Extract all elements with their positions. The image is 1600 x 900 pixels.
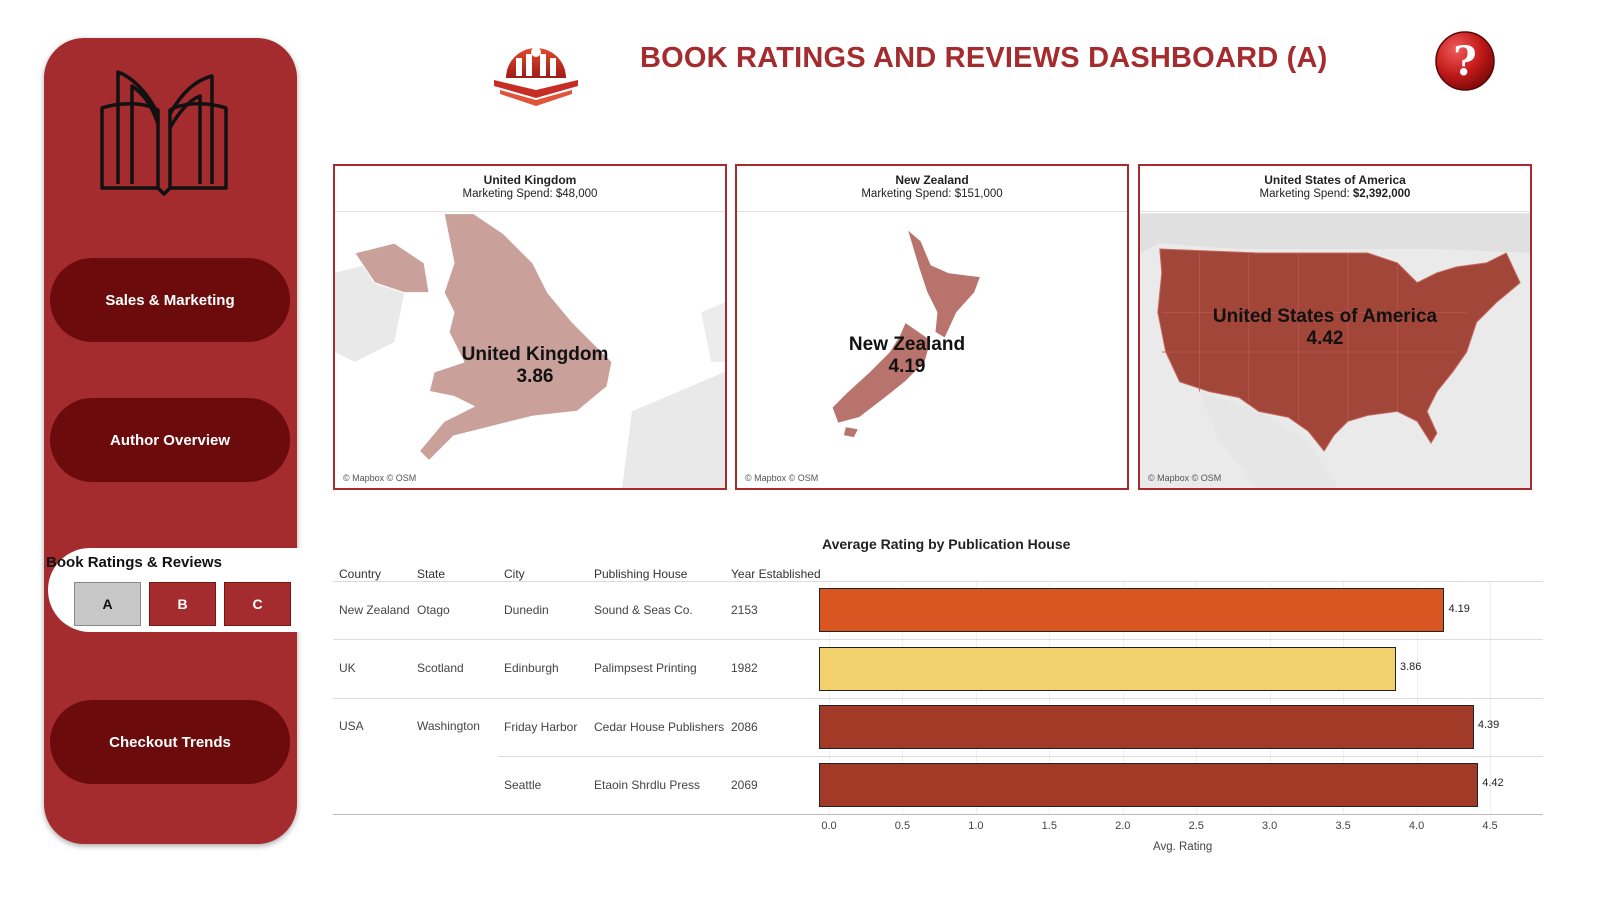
tab-b-button[interactable]: B (149, 582, 216, 626)
map-attribution: © Mapbox © OSM (343, 473, 417, 483)
cell-publishing-house: Palimpsest Printing (594, 661, 697, 675)
bar-value-label: 3.86 (1399, 661, 1422, 673)
x-tick-label: 2.0 (1115, 820, 1131, 832)
x-axis-label: Avg. Rating (1153, 841, 1213, 853)
row-divider (333, 639, 1543, 640)
bar-value-label: 4.19 (1448, 603, 1470, 615)
usa-shape (1157, 248, 1521, 452)
cell-state: Scotland (417, 661, 464, 675)
nz-north-island-shape (906, 227, 982, 339)
map-card-header: New Zealand Marketing Spend: $151,000 (737, 166, 1127, 212)
map-marketing-spend: Marketing Spend: $2,392,000 (1259, 188, 1411, 200)
cell-city: Dunedin (504, 603, 549, 617)
map-marketing-spend: Marketing Spend: $151,000 (861, 188, 1003, 200)
cell-year: 2086 (731, 720, 758, 734)
col-header-state[interactable]: State (417, 567, 446, 581)
x-tick-label: 3.5 (1335, 820, 1351, 832)
page-title: BOOK RATINGS AND REVIEWS DASHBOARD (A) (640, 42, 1328, 74)
bar-value-label: 4.42 (1482, 777, 1504, 789)
nz-map[interactable] (737, 212, 1127, 490)
map-card-header: United Kingdom Marketing Spend: $48,000 (335, 166, 725, 212)
map-attribution: © Mapbox © OSM (1148, 473, 1222, 483)
cell-publishing-house: Sound & Seas Co. (594, 603, 693, 617)
col-header-publishing-house[interactable]: Publishing House (594, 567, 688, 581)
rating-bar[interactable] (819, 705, 1474, 749)
cell-year: 2153 (731, 603, 758, 617)
col-header-year-established[interactable]: Year Established (731, 567, 821, 581)
svg-text:?: ? (1453, 38, 1476, 85)
cell-publishing-house: Etaoin Shrdlu Press (594, 778, 701, 792)
map-rating-label: New Zealand 4.19 (848, 334, 966, 377)
map-rating-label: United Kingdom 3.86 (461, 344, 609, 387)
book-ratings-group: Book Ratings & Reviews A B C (46, 548, 308, 632)
tab-a-button[interactable]: A (74, 582, 141, 626)
uk-map[interactable] (335, 212, 725, 490)
nz-south-island-shape (831, 321, 932, 424)
x-tick-label: 4.5 (1482, 820, 1498, 832)
map-country-name: New Zealand (895, 173, 969, 187)
book-ratings-group-label: Book Ratings & Reviews (46, 554, 222, 571)
cell-country: UK (339, 661, 356, 675)
x-tick-label: 1.5 (1041, 820, 1057, 832)
row-divider (333, 814, 1543, 815)
uk-shape (418, 212, 613, 462)
cell-country: USA (339, 719, 364, 733)
cell-state: Washington (417, 719, 480, 733)
library-logo-icon (494, 47, 578, 106)
cell-state: Otago (417, 603, 450, 617)
x-tick-label: 0.0 (821, 820, 837, 832)
map-card-nz: New Zealand Marketing Spend: $151,000 Ne… (735, 164, 1129, 490)
row-divider (498, 756, 1543, 757)
usa-map[interactable] (1140, 212, 1530, 490)
map-card-header: United States of America Marketing Spend… (1140, 166, 1530, 212)
x-tick-label: 2.5 (1188, 820, 1204, 832)
rating-bar[interactable] (819, 588, 1445, 632)
col-header-country[interactable]: Country (339, 567, 382, 581)
cell-city: Friday Harbor (504, 720, 578, 734)
tab-c-button[interactable]: C (224, 582, 291, 626)
cell-year: 2069 (731, 778, 758, 792)
map-attribution: © Mapbox © OSM (745, 473, 819, 483)
rating-bar[interactable] (819, 647, 1396, 691)
map-country-name: United Kingdom (483, 173, 577, 187)
x-tick-label: 1.0 (968, 820, 984, 832)
x-tick-label: 3.0 (1262, 820, 1278, 832)
map-marketing-spend: Marketing Spend: $48,000 (462, 188, 598, 200)
x-tick-label: 0.5 (894, 820, 911, 832)
cell-country: New Zealand (339, 603, 410, 617)
cell-year: 1982 (731, 661, 758, 675)
row-divider (333, 698, 1543, 699)
row-divider (333, 581, 1543, 582)
nav-checkout-trends-button[interactable]: Checkout Trends (50, 700, 290, 784)
x-tick-label: 4.0 (1408, 820, 1425, 832)
cell-publishing-house: Cedar House Publishers (594, 720, 725, 734)
cell-city: Edinburgh (504, 661, 559, 675)
map-country-name: United States of America (1264, 173, 1406, 187)
col-header-city[interactable]: City (504, 567, 525, 581)
rating-bar[interactable] (819, 763, 1479, 807)
nav-author-overview-button[interactable]: Author Overview (50, 398, 290, 482)
help-question-icon[interactable]: ? (1434, 30, 1496, 92)
bar-value-label: 4.39 (1477, 719, 1500, 731)
map-card-usa: United States of America Marketing Spend… (1138, 164, 1532, 490)
chart-title: Average Rating by Publication House (822, 536, 1071, 552)
open-book-icon (100, 70, 228, 196)
cell-city: Seattle (504, 778, 542, 792)
nav-sales-marketing-button[interactable]: Sales & Marketing (50, 258, 290, 342)
map-rating-label: United States of America 4.42 (1212, 306, 1438, 349)
map-card-uk: United Kingdom Marketing Spend: $48,000 … (333, 164, 727, 490)
